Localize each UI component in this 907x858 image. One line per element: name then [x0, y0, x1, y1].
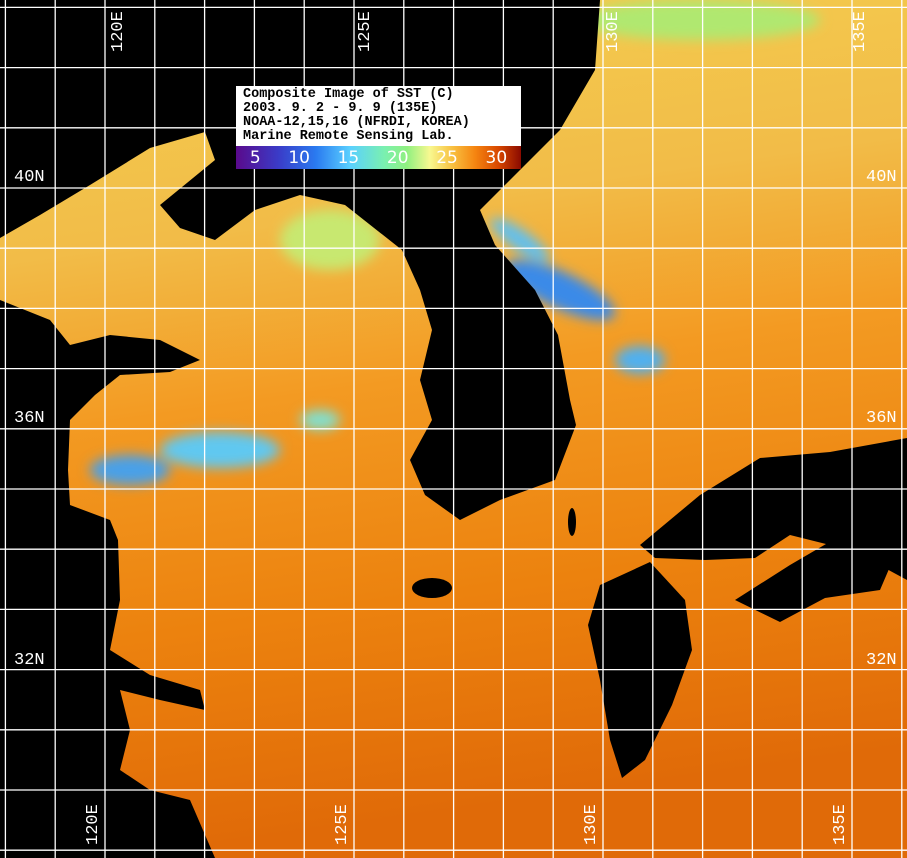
- lon-label-bottom-135e: 135E: [831, 804, 850, 845]
- legend-satellite: NOAA-12,15,16 (NFRDI, KOREA): [243, 115, 470, 130]
- legend-date: 2003. 9. 2 - 9. 9 (135E): [243, 101, 438, 116]
- colorbar-tick: 20: [386, 147, 409, 168]
- land-jeju: [412, 578, 452, 598]
- lat-label-right-32n: 32N: [866, 651, 897, 670]
- lon-label-top-130e: 130E: [604, 11, 623, 52]
- colorbar-tick: 30: [485, 147, 508, 168]
- cold-water-patches: [90, 0, 820, 485]
- legend-lab: Marine Remote Sensing Lab.: [243, 129, 454, 144]
- lon-label-bottom-130e: 130E: [582, 804, 601, 845]
- land-tsushima: [568, 508, 576, 536]
- lat-label-left-40n: 40N: [14, 168, 45, 187]
- colorbar-tick: 25: [436, 147, 458, 168]
- colorbar-tick: 5: [249, 147, 261, 168]
- legend-box: Composite Image of SST (C) 2003. 9. 2 - …: [236, 86, 521, 169]
- lat-label-left-32n: 32N: [14, 651, 45, 670]
- lon-label-top-120e: 120E: [109, 11, 128, 52]
- lat-label-right-40n: 40N: [866, 168, 897, 187]
- legend-title: Composite Image of SST (C): [243, 87, 454, 102]
- land-shandong: [0, 300, 215, 858]
- lon-label-bottom-125e: 125E: [333, 804, 352, 845]
- lon-label-top-125e: 125E: [356, 11, 375, 52]
- lon-label-top-135e: 135E: [851, 11, 870, 52]
- lat-label-left-36n: 36N: [14, 409, 45, 428]
- lat-label-right-36n: 36N: [866, 409, 897, 428]
- colorbar-tick: 10: [288, 147, 310, 168]
- colorbar: 5 10 15 20 25 30: [236, 146, 521, 169]
- land-shikoku: [735, 530, 895, 622]
- lon-label-bottom-120e: 120E: [84, 804, 103, 845]
- colorbar-tick: 15: [337, 147, 360, 168]
